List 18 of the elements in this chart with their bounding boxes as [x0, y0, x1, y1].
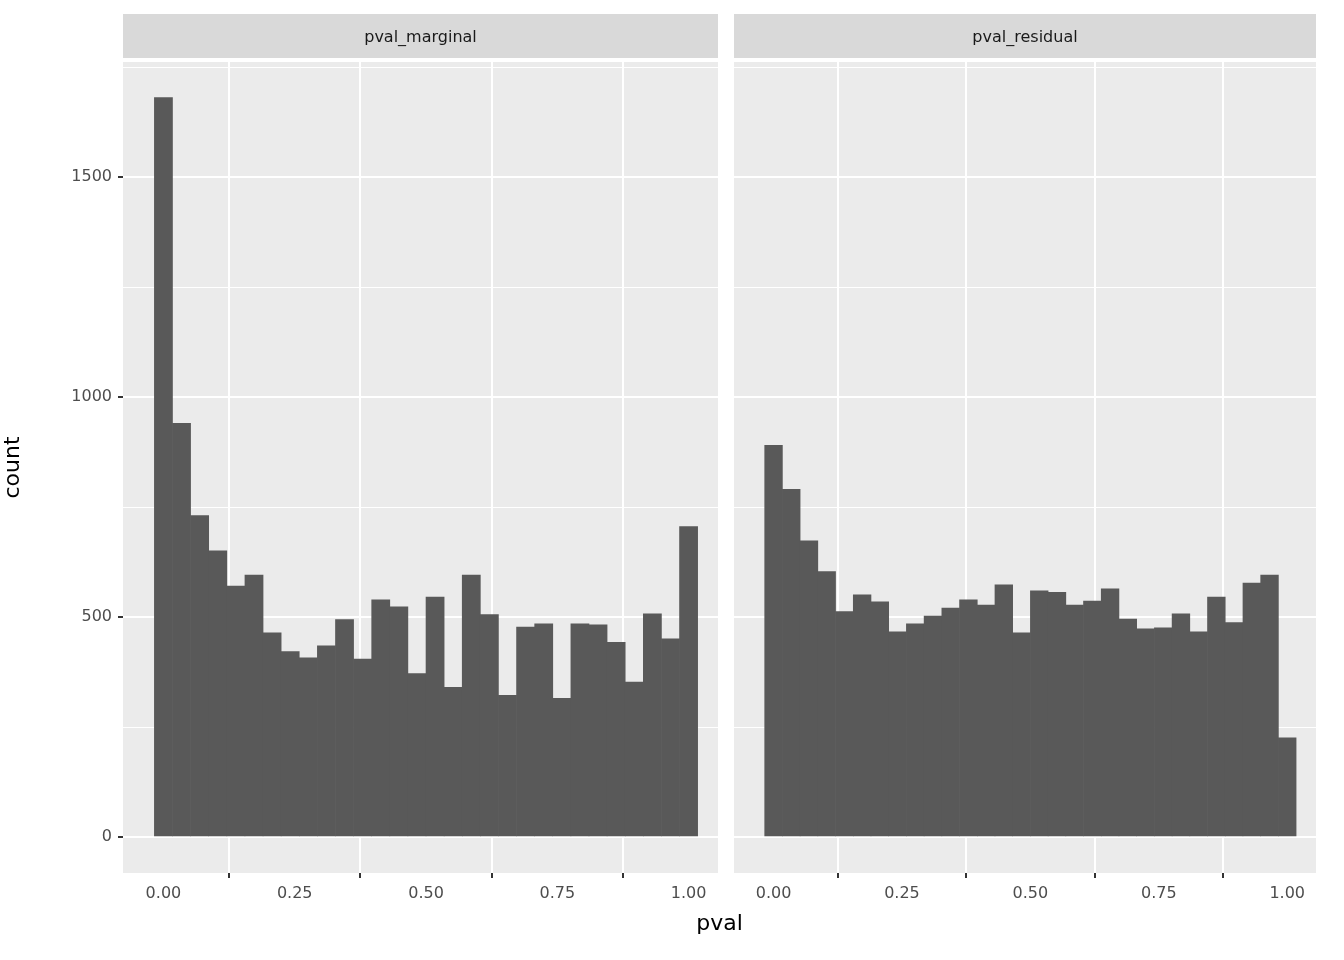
x-axis-title: pval	[695, 910, 744, 935]
x-tick-label: 0.50	[408, 882, 444, 902]
chart-title: pval_marginal	[123, 14, 718, 58]
x-tick-label: 0.25	[884, 882, 920, 902]
x-tick-label: 0.75	[1141, 882, 1177, 902]
y-tick-label: 1500	[71, 166, 112, 186]
x-tick-label: 0.25	[276, 882, 313, 902]
x-tick-label: 1.00	[1269, 882, 1306, 902]
x-tick-label: 1.00	[670, 882, 707, 902]
y-tick-label: 1000	[71, 386, 112, 406]
chart-title: pval_residual	[734, 14, 1316, 58]
x-tick-label: 0.75	[539, 882, 576, 902]
y-tick-label: 500	[81, 606, 112, 626]
y-tick-label: 0	[101, 826, 112, 846]
x-tick-label: 0.00	[145, 882, 182, 902]
x-tick-label: 0.00	[755, 882, 792, 902]
x-tick-label: 0.50	[1012, 882, 1049, 902]
y-axis-title: count	[0, 436, 24, 499]
